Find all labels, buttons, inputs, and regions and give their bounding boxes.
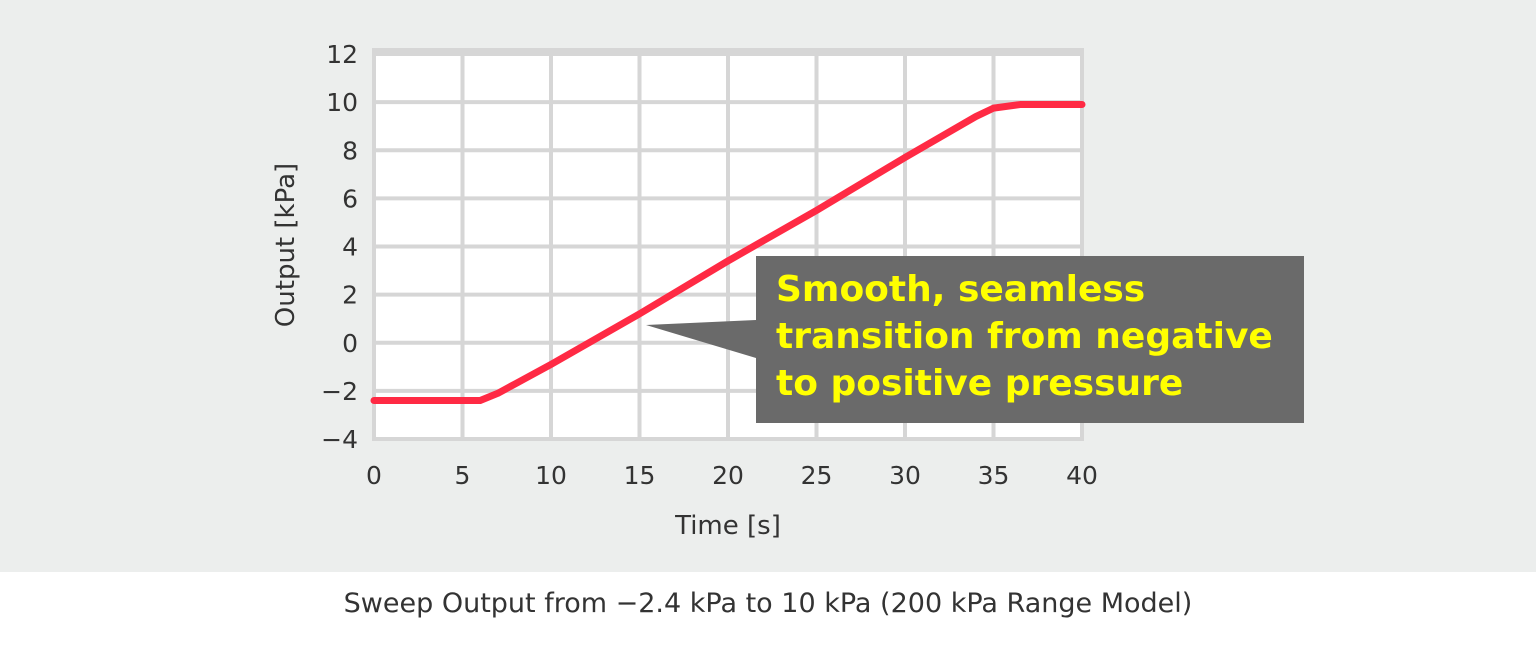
x-tick-label: 5 <box>455 461 471 490</box>
x-tick-label: 20 <box>712 461 744 490</box>
callout-box <box>646 256 1304 423</box>
callout-line: to positive pressure <box>776 363 1184 404</box>
figure-panel: 0 5 10 15 20 25 30 35 40 12 10 8 6 4 2 0 −2 −4 Time [s] … <box>0 0 1536 572</box>
x-tick-label: 0 <box>366 461 382 490</box>
callout-line: transition from negative <box>776 316 1273 357</box>
y-tick-label: 4 <box>342 233 358 262</box>
x-axis-title: Time [s] <box>674 511 781 541</box>
x-tick-label: 30 <box>889 461 921 490</box>
y-tick-label: −2 <box>321 377 358 406</box>
x-tick-label: 15 <box>624 461 656 490</box>
x-tick-label: 40 <box>1066 461 1098 490</box>
y-tick-label: 12 <box>326 40 358 69</box>
y-axis-ticks: 12 10 8 6 4 2 0 −2 −4 <box>321 40 358 454</box>
y-tick-label: 6 <box>342 184 358 213</box>
figure-caption: Sweep Output from −2.4 kPa to 10 kPa (20… <box>343 588 1193 619</box>
callout-text: Smooth, seamless transition from negativ… <box>776 266 1296 407</box>
y-tick-label: 0 <box>342 329 358 358</box>
series-line <box>370 101 1086 404</box>
y-tick-label: 2 <box>342 281 358 310</box>
callout-line: Smooth, seamless <box>776 269 1146 310</box>
x-tick-label: 35 <box>978 461 1010 490</box>
y-tick-label: 8 <box>342 136 358 165</box>
x-tick-label: 10 <box>535 461 567 490</box>
y-axis-title: Output [kPa] <box>271 163 301 327</box>
x-axis-ticks: 0 5 10 15 20 25 30 35 40 <box>366 461 1098 490</box>
y-tick-label: 10 <box>326 88 358 117</box>
x-tick-label: 25 <box>801 461 833 490</box>
y-tick-label: −4 <box>321 425 358 454</box>
